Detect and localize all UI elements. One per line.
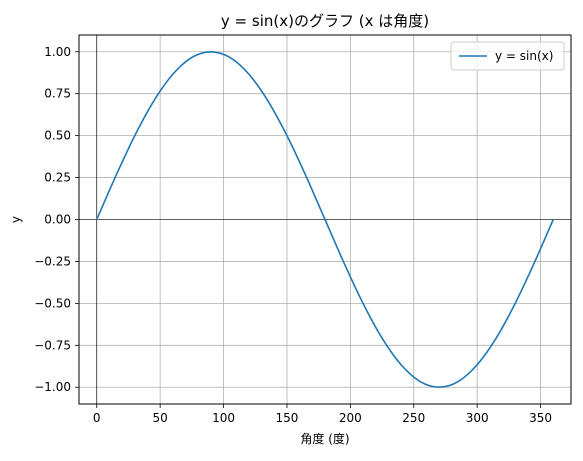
y-tick-label: −1.00 xyxy=(34,380,71,394)
x-tick-label: 350 xyxy=(529,411,552,425)
x-tick-label: 100 xyxy=(212,411,235,425)
x-tick-label: 300 xyxy=(466,411,489,425)
x-tick-label: 0 xyxy=(93,411,101,425)
y-tick-label: −0.50 xyxy=(34,296,71,310)
x-axis-label: 角度 (度) xyxy=(300,431,349,446)
y-tick-label: 1.00 xyxy=(44,45,71,59)
legend-box xyxy=(450,41,565,71)
x-tick-label: 250 xyxy=(402,411,425,425)
x-tick-label: 200 xyxy=(339,411,362,425)
legend: y = sin(x) xyxy=(450,41,565,71)
x-tick-label: 150 xyxy=(276,411,299,425)
y-tick-label: −0.75 xyxy=(34,338,71,352)
y-tick-label: 0.00 xyxy=(44,213,71,227)
y-axis-ticks: −1.00 −0.75 −0.50 −0.25 0.00 0.25 0.50 0.75 1.00 xyxy=(34,45,79,394)
chart-title: y = sin(x)のグラフ (x は角度) xyxy=(221,12,429,30)
series-layer xyxy=(96,50,554,389)
y-tick-label: 0.25 xyxy=(44,171,71,185)
series-line-0 xyxy=(96,50,554,389)
y-tick-label: −0.25 xyxy=(34,254,71,268)
x-axis-ticks: 0 50 100 150 200 250 300 350 xyxy=(93,404,552,425)
y-axis-label: y xyxy=(9,216,23,223)
legend-entry-label: y = sin(x) xyxy=(495,49,553,63)
x-tick-label: 50 xyxy=(153,411,168,425)
y-tick-label: 0.50 xyxy=(44,129,71,143)
y-tick-label: 0.75 xyxy=(44,87,71,101)
